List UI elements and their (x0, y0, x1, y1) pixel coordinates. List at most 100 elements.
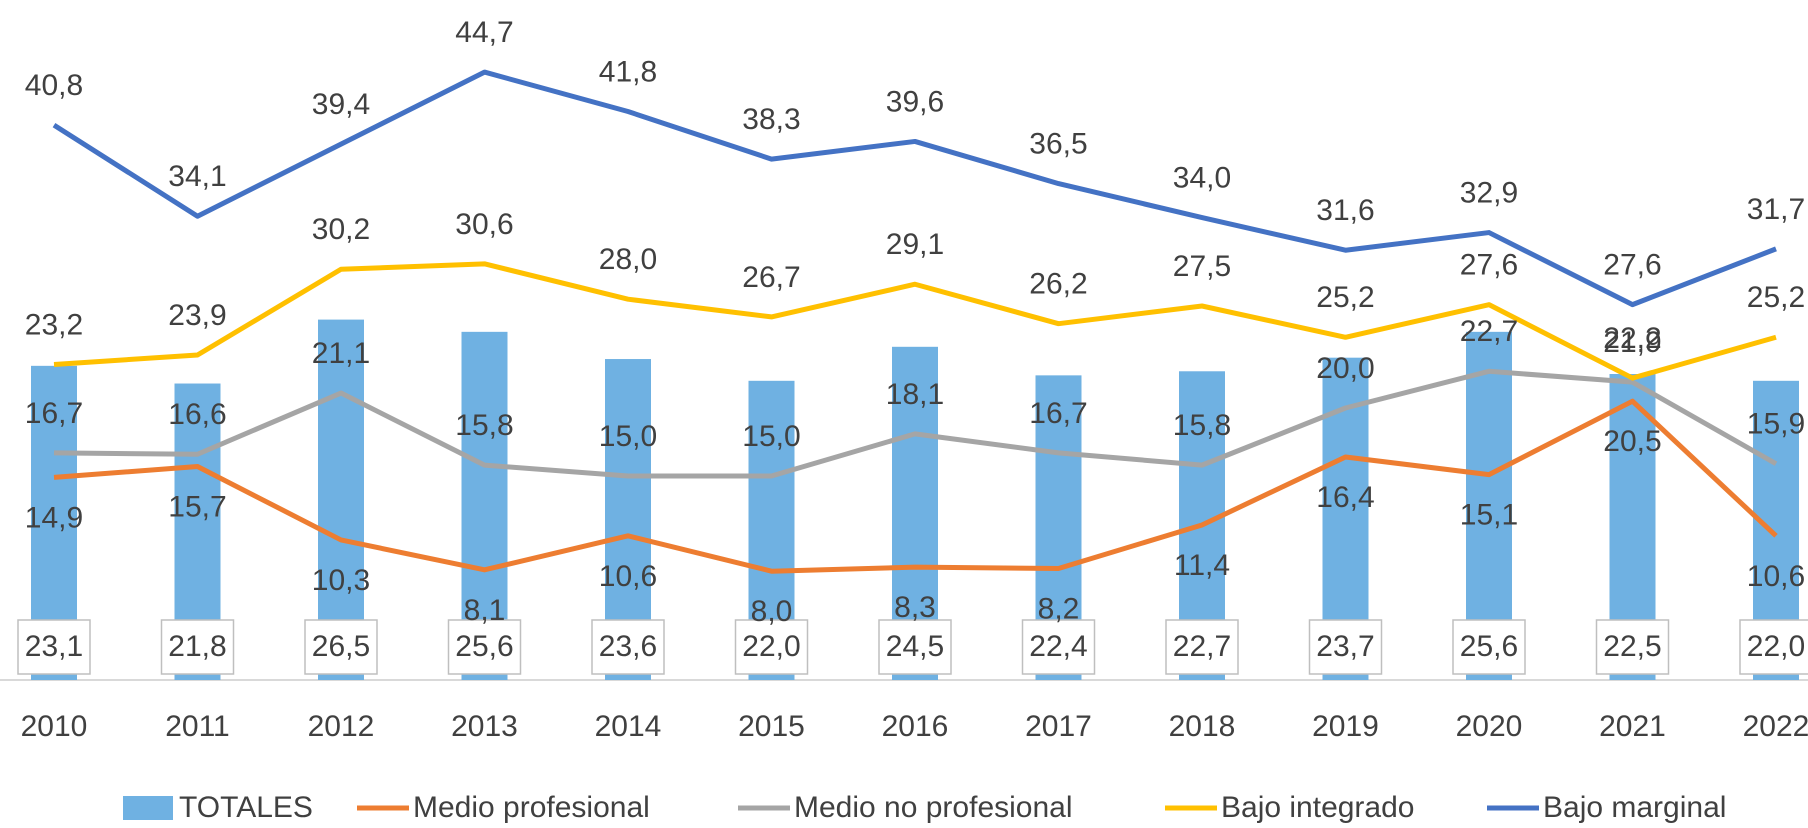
line-value-label: 15,8 (1173, 409, 1231, 442)
bar-label-box (591, 619, 665, 675)
line-value-label: 10,6 (599, 560, 657, 593)
line-value-label: 29,1 (886, 228, 944, 261)
bar-value-label: 23,6 (599, 630, 657, 663)
line-value-label: 15,0 (599, 420, 657, 453)
line-value-label: 8,2 (1038, 592, 1080, 625)
line-value-label: 31,6 (1316, 194, 1374, 227)
line-value-label: 16,7 (25, 397, 83, 430)
legend-label: Medio profesional (413, 791, 650, 824)
x-tick-label: 2013 (451, 710, 518, 743)
x-tick-label: 2020 (1456, 710, 1523, 743)
line-value-label: 40,8 (25, 69, 83, 102)
bar-value-label: 23,7 (1316, 630, 1374, 663)
x-tick-label: 2021 (1599, 710, 1666, 743)
bar-value-label: 23,1 (25, 630, 83, 663)
bar-label-box (878, 619, 952, 675)
line-value-label: 25,2 (1316, 281, 1374, 314)
line-value-label: 15,7 (168, 490, 226, 523)
bar-label-box (304, 619, 378, 675)
line-value-label: 25,2 (1747, 281, 1805, 314)
line-value-label: 26,7 (742, 261, 800, 294)
line-value-label: 8,3 (894, 591, 936, 624)
bar-label-box (1739, 619, 1808, 675)
line-value-label: 30,2 (312, 213, 370, 246)
legend-label: Bajo integrado (1221, 791, 1414, 824)
line-value-label: 39,6 (886, 85, 944, 118)
line-value-label: 38,3 (742, 103, 800, 136)
line-value-label: 39,4 (312, 88, 370, 121)
line (53, 261, 1777, 381)
line-value-label: 21,9 (1603, 326, 1661, 359)
bar-value-label: 24,5 (886, 630, 944, 663)
line-value-label: 15,1 (1460, 499, 1518, 532)
bar-value-label: 22,7 (1173, 630, 1231, 663)
line-value-label: 8,0 (751, 595, 793, 628)
x-tick-label: 2018 (1169, 710, 1236, 743)
bar-value-label: 22,0 (742, 630, 800, 663)
x-tick-label: 2012 (308, 710, 375, 743)
line-value-label: 30,6 (455, 208, 513, 241)
x-tick-label: 2019 (1312, 710, 1379, 743)
line-value-label: 22,7 (1460, 315, 1518, 348)
bar-value-label: 22,5 (1603, 630, 1661, 663)
bar-value-label: 25,6 (455, 630, 513, 663)
line-value-label: 18,1 (886, 378, 944, 411)
line-value-label: 27,5 (1173, 250, 1231, 283)
line-value-label: 20,0 (1316, 352, 1374, 385)
line-value-label: 41,8 (599, 55, 657, 88)
bar-value-label: 25,6 (1460, 630, 1518, 663)
line-value-label: 26,2 (1029, 268, 1087, 301)
line-value-label: 36,5 (1029, 128, 1087, 161)
bar-label-box (447, 619, 522, 675)
bar-label-box (1165, 619, 1239, 675)
line-value-label: 22,2 (1603, 322, 1661, 355)
x-tick-label: 2017 (1025, 710, 1092, 743)
line-value-label: 16,4 (1316, 481, 1374, 514)
bar-value-label: 22,4 (1029, 630, 1087, 663)
line-value-label: 28,0 (599, 243, 657, 276)
legend-label: TOTALES (179, 791, 313, 824)
line (52, 69, 1777, 308)
bar-value-label: 22,0 (1747, 630, 1805, 663)
line-value-label: 15,8 (455, 409, 513, 442)
x-tick-label: 2016 (882, 710, 949, 743)
line-value-label: 8,1 (464, 594, 506, 627)
bar-label-box (1021, 619, 1096, 675)
legend-label: Bajo marginal (1543, 791, 1726, 824)
line-value-label: 10,3 (312, 564, 370, 597)
bar-label-box (1308, 619, 1383, 675)
line-value-label: 23,9 (168, 299, 226, 332)
line-value-label: 31,7 (1747, 193, 1805, 226)
line-value-label: 23,2 (25, 308, 83, 341)
line-value-label: 27,6 (1603, 249, 1661, 282)
line-value-label: 27,6 (1460, 249, 1518, 282)
x-tick-label: 2011 (165, 710, 230, 743)
bar-label-box (17, 619, 91, 675)
line-value-label: 16,7 (1029, 397, 1087, 430)
bar-label-box (160, 619, 235, 675)
line-value-label: 14,9 (25, 501, 83, 534)
line-value-label: 44,7 (455, 16, 513, 49)
legend-label: Medio no profesional (794, 791, 1073, 824)
x-tick-label: 2010 (21, 710, 88, 743)
line-value-label: 32,9 (1460, 176, 1518, 209)
line-value-label: 11,4 (1174, 549, 1230, 582)
line-value-label: 21,1 (312, 337, 370, 370)
line-value-label: 10,6 (1747, 560, 1805, 593)
line-value-label: 34,0 (1173, 162, 1231, 195)
legend-swatch (123, 796, 173, 820)
x-tick-label: 2015 (738, 710, 805, 743)
bar-label-box (1595, 619, 1670, 675)
line (53, 368, 1778, 479)
bar-value-label: 26,5 (312, 630, 370, 663)
bar-label-box (1452, 619, 1526, 675)
line-value-label: 15,0 (742, 420, 800, 453)
line-value-label: 34,1 (168, 160, 226, 193)
line-value-label: 15,9 (1747, 408, 1805, 441)
x-tick-label: 2022 (1743, 710, 1808, 743)
line (53, 398, 1778, 574)
x-tick-label: 2014 (595, 710, 662, 743)
line-value-label: 16,6 (168, 398, 226, 431)
bar-value-label: 21,8 (168, 630, 226, 663)
